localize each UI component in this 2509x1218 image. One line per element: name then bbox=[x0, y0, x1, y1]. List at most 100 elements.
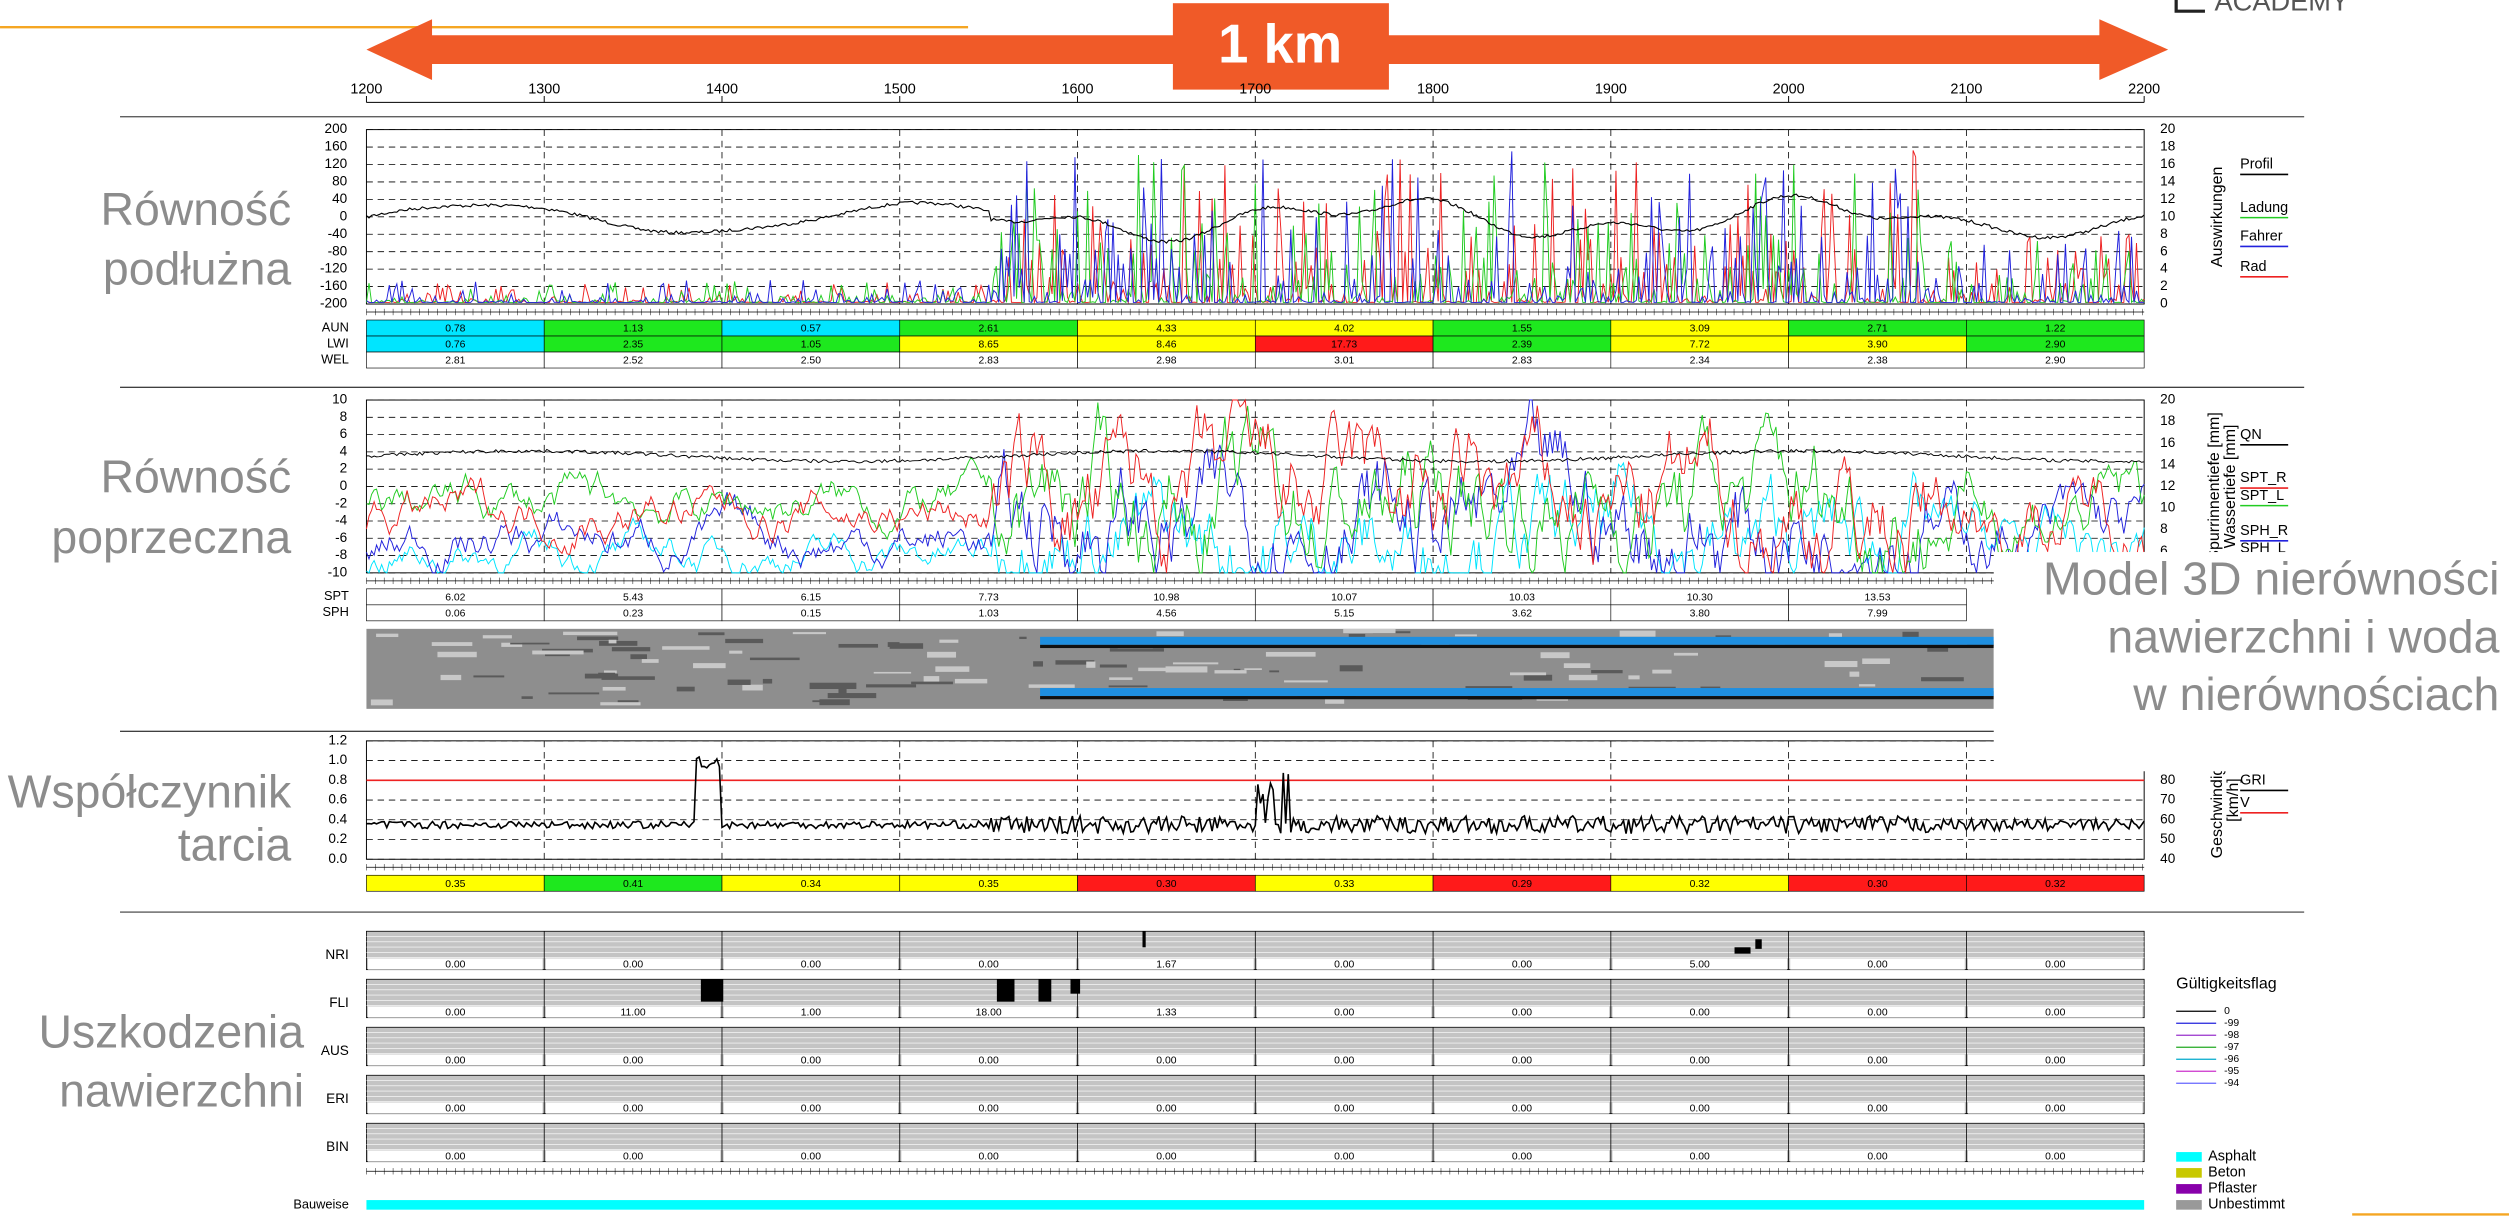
surface-texture bbox=[1269, 670, 1279, 672]
y-tick-label: 0.6 bbox=[328, 792, 347, 807]
table-cell-value: 0.78 bbox=[445, 324, 465, 335]
y-tick-label: -4 bbox=[335, 513, 348, 528]
section-title: Współczynnik bbox=[8, 766, 292, 818]
damage-mark bbox=[1735, 947, 1751, 953]
damage-value: 1.67 bbox=[1156, 960, 1176, 971]
table-cell-value: 8.46 bbox=[1156, 340, 1176, 351]
surface-texture bbox=[1244, 668, 1262, 670]
table-cell-value: 13.53 bbox=[1864, 592, 1890, 603]
table-cell-value: 10.98 bbox=[1153, 592, 1179, 603]
damage-row-label: ERI bbox=[326, 1091, 349, 1106]
construction-label: Bauweise bbox=[293, 1196, 349, 1211]
rut-band bbox=[1040, 696, 1994, 699]
table-cell-value: 4.33 bbox=[1156, 324, 1176, 335]
y-tick-label: -80 bbox=[328, 243, 348, 258]
surface-texture bbox=[1138, 668, 1169, 671]
surface-texture bbox=[828, 693, 877, 698]
table-cell-value: 2.50 bbox=[801, 356, 821, 367]
damage-value: 0.00 bbox=[1867, 960, 1887, 971]
surface-texture bbox=[1674, 653, 1698, 656]
y2-tick-label: 8 bbox=[2160, 521, 2168, 536]
damage-value: 0.00 bbox=[1334, 1104, 1354, 1115]
damage-value: 0.00 bbox=[445, 1152, 465, 1163]
y-tick-label: -6 bbox=[335, 530, 347, 545]
table-cell-value: 0.30 bbox=[1867, 879, 1887, 890]
y-tick-label: 160 bbox=[325, 139, 348, 154]
table-cell-value: 0.15 bbox=[801, 608, 821, 619]
distance-tick-label: 1600 bbox=[1062, 81, 1094, 97]
y2-tick-label: 12 bbox=[2160, 191, 2175, 206]
table-cell-value: 1.22 bbox=[2045, 324, 2065, 335]
table-row-label: LWI bbox=[327, 335, 349, 350]
table-cell-value: 2.34 bbox=[1690, 356, 1710, 367]
table-cell-value: 7.99 bbox=[1867, 608, 1887, 619]
y2-tick-label: 16 bbox=[2160, 435, 2175, 450]
surface-texture bbox=[1591, 670, 1622, 673]
distance-tick-label: 1200 bbox=[350, 81, 382, 97]
surface-texture bbox=[1325, 699, 1344, 704]
damage-mark bbox=[1142, 931, 1145, 947]
surface-texture bbox=[642, 659, 659, 663]
section-title: Uszkodzenia bbox=[38, 1006, 304, 1058]
damage-value: 0.00 bbox=[1156, 1152, 1176, 1163]
surface-texture bbox=[729, 651, 742, 654]
surface-texture bbox=[812, 700, 849, 702]
damage-row-label: BIN bbox=[326, 1139, 349, 1154]
damage-value: 0.00 bbox=[979, 1056, 999, 1067]
surface-texture bbox=[1859, 684, 1875, 686]
table-cell-value: 5.15 bbox=[1334, 608, 1354, 619]
surface-texture bbox=[911, 682, 953, 685]
damage-value: 11.00 bbox=[620, 1008, 645, 1019]
damage-mark bbox=[1038, 979, 1051, 1001]
damage-value: 0.00 bbox=[1334, 1152, 1354, 1163]
y-tick-label: 80 bbox=[332, 174, 348, 189]
surface-texture bbox=[728, 680, 751, 685]
surface-texture bbox=[1340, 665, 1363, 671]
damage-value: 0.00 bbox=[1156, 1104, 1176, 1115]
y2-tick-label: 40 bbox=[2160, 851, 2176, 866]
surface-texture bbox=[1109, 685, 1148, 687]
y2-axis-label: Wassertiefe [mm] bbox=[2222, 424, 2239, 548]
distance-tick-label: 1300 bbox=[528, 81, 560, 97]
y-tick-label: 0.2 bbox=[328, 831, 347, 846]
logo-mark bbox=[2176, 0, 2205, 11]
table-row-label: SPH bbox=[323, 604, 349, 619]
surface-texture bbox=[473, 675, 504, 677]
construction-legend: Asphalt bbox=[2208, 1149, 2256, 1165]
overlay-text: Model 3D nierówności bbox=[2043, 553, 2499, 605]
surface-texture bbox=[793, 632, 826, 634]
table-cell-value: 4.02 bbox=[1334, 324, 1354, 335]
section-title: podłużna bbox=[103, 242, 292, 294]
surface-texture bbox=[1569, 675, 1598, 680]
table-cell-value: 6.15 bbox=[801, 592, 821, 603]
surface-texture bbox=[838, 644, 878, 648]
surface-texture bbox=[1173, 662, 1218, 664]
damage-value: 0.00 bbox=[801, 1152, 821, 1163]
legend-label: Profil bbox=[2240, 157, 2273, 173]
damage-value: 0.00 bbox=[623, 1104, 643, 1115]
y-tick-label: 40 bbox=[332, 191, 348, 206]
surface-texture bbox=[483, 635, 512, 638]
table-cell-value: 0.06 bbox=[445, 608, 465, 619]
y-tick-label: -160 bbox=[320, 278, 348, 293]
surface-texture bbox=[890, 643, 923, 649]
surface-texture bbox=[662, 646, 709, 650]
y-tick-label: 0 bbox=[340, 208, 348, 223]
y2-axis-label: Auswirkungen bbox=[2209, 167, 2226, 267]
surface-texture bbox=[677, 687, 695, 692]
surface-texture bbox=[1850, 672, 1860, 677]
y-tick-label: 0.8 bbox=[328, 772, 347, 787]
y2-tick-label: 14 bbox=[2160, 174, 2176, 189]
surface-texture bbox=[1628, 675, 1639, 679]
construction-swatch bbox=[2176, 1168, 2202, 1178]
surface-texture bbox=[1156, 631, 1183, 636]
distance-tick-label: 2100 bbox=[1950, 81, 1982, 97]
table-cell-value: 1.55 bbox=[1512, 324, 1532, 335]
damage-mark bbox=[997, 979, 1015, 1001]
table-cell-value: 0.35 bbox=[979, 879, 999, 890]
surface-texture bbox=[955, 679, 987, 684]
surface-texture bbox=[1524, 675, 1552, 681]
table-cell-value: 1.03 bbox=[979, 608, 999, 619]
legend-label: SPT_L bbox=[2240, 488, 2284, 504]
